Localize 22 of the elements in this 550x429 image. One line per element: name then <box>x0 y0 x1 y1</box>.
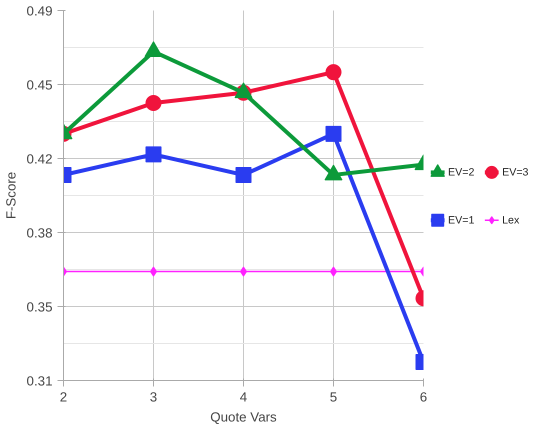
y-tick-label: 0.31 <box>26 374 53 388</box>
point <box>236 166 252 183</box>
x-axis-title: Quote Vars <box>210 410 278 424</box>
y-tick-label: 0.35 <box>26 300 53 314</box>
y-tick-label: 0.42 <box>26 152 53 166</box>
x-tick-label: 5 <box>330 390 338 404</box>
point <box>146 146 162 162</box>
y-tick-label: 0.45 <box>26 78 53 92</box>
x-tick-label: 2 <box>60 390 68 404</box>
legend-label: Lex <box>502 214 520 226</box>
point <box>326 64 342 80</box>
y-axis-title: F-Score <box>4 172 19 220</box>
y-tick-label: 0.38 <box>26 226 53 240</box>
legend-label: EV=3 <box>502 166 529 178</box>
y-tick-label: 0.49 <box>26 4 53 18</box>
legend-label: EV=1 <box>448 214 474 226</box>
x-tick-label: 6 <box>420 390 428 404</box>
point <box>146 95 162 111</box>
legend-label: EV=2 <box>448 166 474 178</box>
point <box>326 126 342 142</box>
x-tick-label: 4 <box>240 390 248 404</box>
x-tick-label: 3 <box>150 390 158 404</box>
